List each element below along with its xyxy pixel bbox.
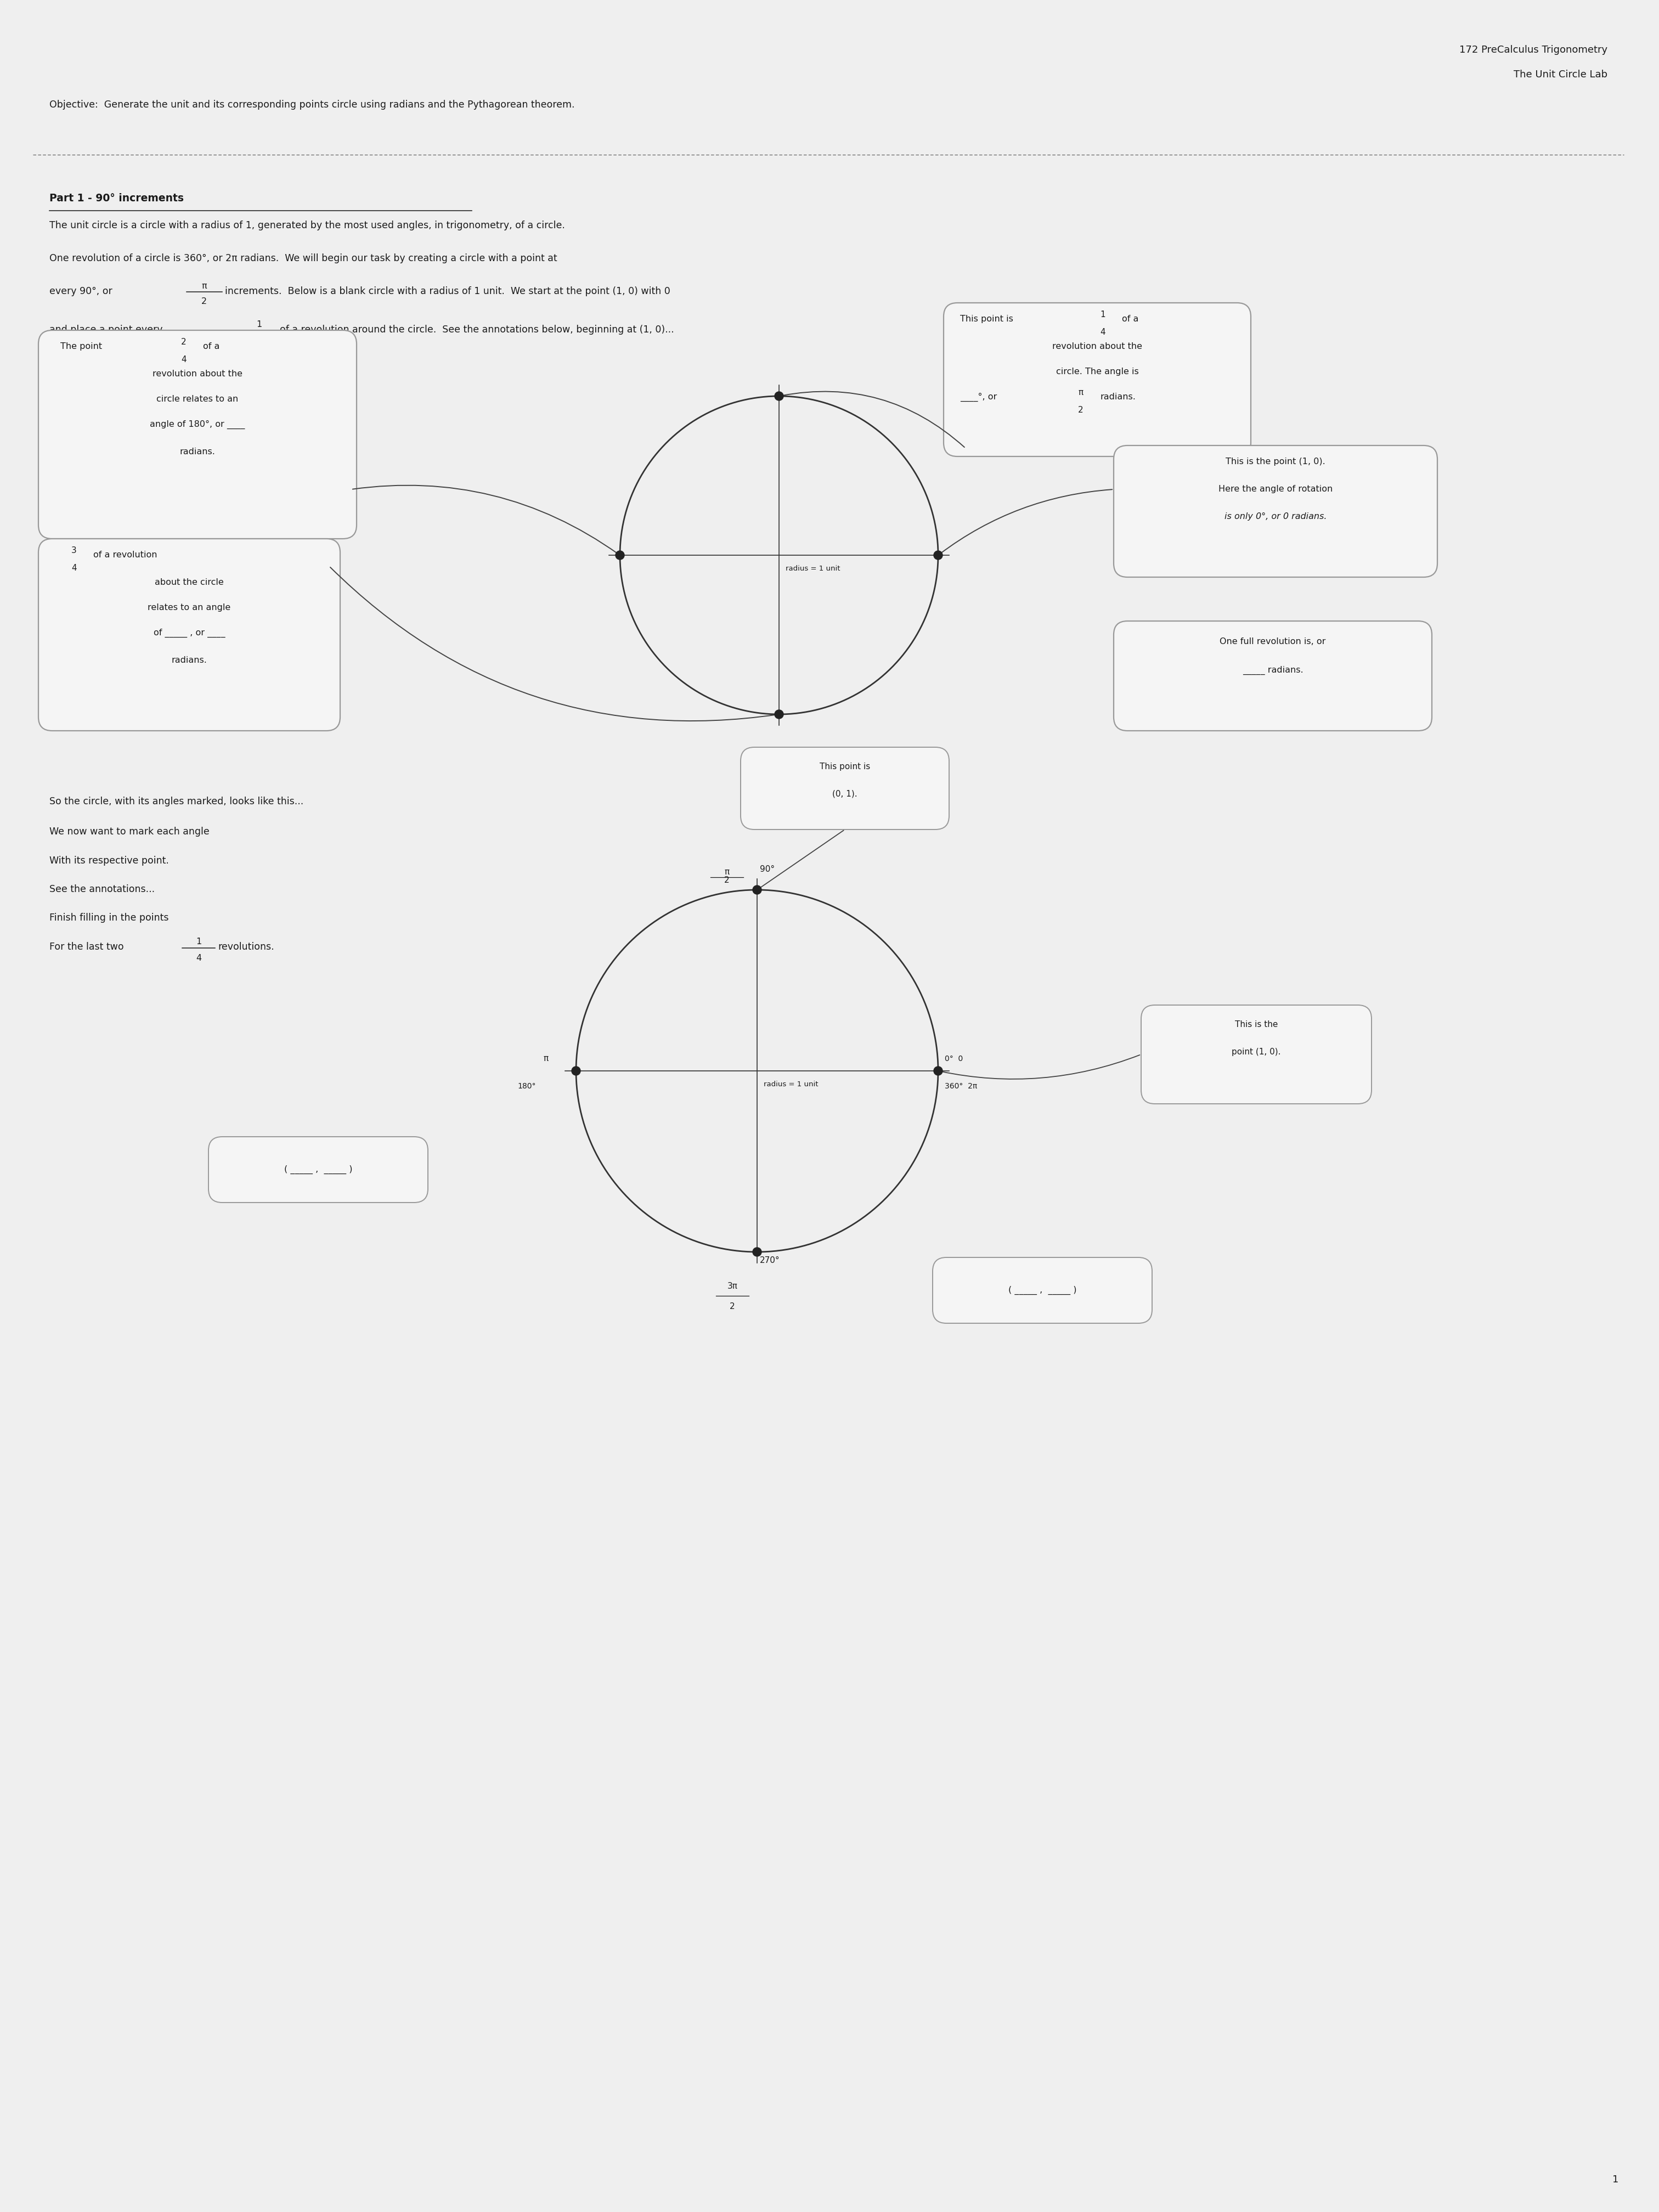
Text: 90°: 90° (760, 865, 775, 874)
Text: circle relates to an: circle relates to an (156, 396, 239, 403)
Text: 172 PreCalculus Trigonometry: 172 PreCalculus Trigonometry (1460, 44, 1608, 55)
FancyBboxPatch shape (932, 1256, 1151, 1323)
Text: circle. The angle is: circle. The angle is (1055, 367, 1138, 376)
Text: radians.: radians. (1100, 394, 1135, 400)
Circle shape (753, 885, 761, 894)
Text: about the circle: about the circle (154, 577, 224, 586)
Text: 1: 1 (1613, 2174, 1619, 2185)
Text: Finish filling in the points: Finish filling in the points (50, 914, 169, 922)
Text: 2: 2 (181, 338, 186, 345)
Text: 1: 1 (1100, 310, 1105, 319)
Text: This is the: This is the (1234, 1020, 1277, 1029)
Text: radius = 1 unit: radius = 1 unit (763, 1082, 818, 1088)
Text: 2: 2 (725, 876, 730, 885)
Text: relates to an angle: relates to an angle (148, 604, 231, 613)
Text: So the circle, with its angles marked, looks like this...: So the circle, with its angles marked, l… (50, 796, 304, 807)
Text: of a: of a (202, 343, 219, 349)
Text: This point is: This point is (820, 763, 871, 770)
Text: The point: The point (60, 343, 103, 349)
Text: π: π (544, 1055, 549, 1064)
Circle shape (615, 551, 624, 560)
Circle shape (934, 551, 942, 560)
FancyBboxPatch shape (1113, 622, 1432, 730)
Text: every 90°, or: every 90°, or (50, 285, 113, 296)
Text: 4: 4 (1100, 327, 1105, 336)
Text: ____°, or: ____°, or (961, 394, 997, 403)
Text: One full revolution is, or: One full revolution is, or (1219, 637, 1326, 646)
Text: ( _____ ,  _____ ): ( _____ , _____ ) (1009, 1285, 1077, 1294)
Text: 180°: 180° (518, 1082, 536, 1091)
Text: π: π (725, 867, 730, 876)
Circle shape (775, 392, 783, 400)
FancyBboxPatch shape (1141, 1004, 1372, 1104)
Text: 4: 4 (196, 953, 201, 962)
Text: This is the point (1, 0).: This is the point (1, 0). (1226, 458, 1326, 467)
FancyBboxPatch shape (1113, 445, 1437, 577)
Text: One revolution of a circle is 360°, or 2π radians.  We will begin our task by cr: One revolution of a circle is 360°, or 2… (50, 254, 557, 263)
Text: revolutions.: revolutions. (217, 942, 274, 951)
Text: radians.: radians. (179, 447, 216, 456)
Text: The unit circle is a circle with a radius of 1, generated by the most used angle: The unit circle is a circle with a radiu… (50, 221, 566, 230)
Circle shape (572, 1066, 581, 1075)
FancyBboxPatch shape (944, 303, 1251, 456)
Text: radius = 1 unit: radius = 1 unit (786, 564, 839, 573)
Circle shape (753, 1248, 761, 1256)
Text: 2: 2 (1078, 407, 1083, 414)
Text: We now want to mark each angle: We now want to mark each angle (50, 827, 209, 836)
Text: Part 1 - 90° increments: Part 1 - 90° increments (50, 192, 184, 204)
Text: 2: 2 (201, 296, 207, 305)
Text: angle of 180°, or ____: angle of 180°, or ____ (149, 420, 246, 429)
Text: The Unit Circle Lab: The Unit Circle Lab (1513, 69, 1608, 80)
FancyBboxPatch shape (209, 1137, 428, 1203)
Text: of _____ , or ____: of _____ , or ____ (153, 628, 226, 637)
Text: and place a point every: and place a point every (50, 325, 163, 334)
Text: 0°  0: 0° 0 (944, 1055, 962, 1062)
Text: See the annotations...: See the annotations... (50, 885, 154, 894)
Text: point (1, 0).: point (1, 0). (1231, 1048, 1281, 1055)
Text: revolution about the: revolution about the (153, 369, 242, 378)
Circle shape (775, 710, 783, 719)
Text: 4: 4 (181, 356, 186, 363)
Text: 270°: 270° (760, 1256, 780, 1265)
Text: 1: 1 (196, 938, 201, 947)
Text: of a revolution: of a revolution (93, 551, 158, 560)
Text: 3: 3 (71, 546, 76, 555)
Text: π: π (1078, 389, 1083, 396)
Text: of a: of a (1121, 314, 1138, 323)
Text: Objective:  Generate the unit and its corresponding points circle using radians : Objective: Generate the unit and its cor… (50, 100, 574, 111)
Text: is only 0°, or 0 radians.: is only 0°, or 0 radians. (1224, 513, 1327, 520)
Text: radians.: radians. (171, 657, 207, 664)
Text: ( _____ ,  _____ ): ( _____ , _____ ) (284, 1166, 352, 1175)
Text: With its respective point.: With its respective point. (50, 856, 169, 865)
Text: For the last two: For the last two (50, 942, 124, 951)
Text: π: π (201, 281, 207, 290)
Text: 4: 4 (255, 336, 262, 345)
Text: revolution about the: revolution about the (1052, 343, 1141, 349)
Text: of a revolution around the circle.  See the annotations below, beginning at (1, : of a revolution around the circle. See t… (280, 325, 674, 334)
Circle shape (934, 1066, 942, 1075)
Text: Here the angle of rotation: Here the angle of rotation (1218, 484, 1332, 493)
Text: (0, 1).: (0, 1). (833, 790, 858, 799)
FancyBboxPatch shape (38, 330, 357, 540)
Text: 1: 1 (255, 321, 262, 330)
Text: 360°  2π: 360° 2π (944, 1082, 977, 1091)
Text: This point is: This point is (961, 314, 1014, 323)
Text: increments.  Below is a blank circle with a radius of 1 unit.  We start at the p: increments. Below is a blank circle with… (226, 285, 670, 296)
Text: 3π: 3π (727, 1283, 738, 1290)
Text: _____ radians.: _____ radians. (1243, 666, 1302, 675)
Text: 4: 4 (71, 564, 76, 573)
FancyBboxPatch shape (38, 540, 340, 730)
FancyBboxPatch shape (740, 748, 949, 830)
Text: 2: 2 (730, 1303, 735, 1312)
